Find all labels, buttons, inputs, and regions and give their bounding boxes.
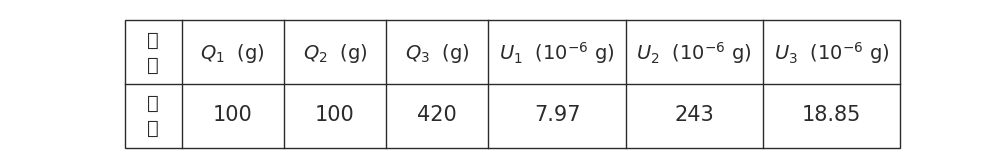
Text: $U_2$  $(10^{-6}$ g$)$: $U_2$ $(10^{-6}$ g$)$ — [636, 40, 752, 66]
Text: $U_3$  $(10^{-6}$ g$)$: $U_3$ $(10^{-6}$ g$)$ — [774, 40, 889, 66]
Text: 420: 420 — [417, 105, 457, 124]
Text: $Q_1$  (g): $Q_1$ (g) — [200, 42, 265, 65]
Text: 100: 100 — [213, 105, 253, 124]
Text: $Q_2$  (g): $Q_2$ (g) — [303, 42, 367, 65]
Text: 243: 243 — [674, 105, 714, 124]
Text: $U_1$  $(10^{-6}$ g$)$: $U_1$ $(10^{-6}$ g$)$ — [499, 40, 615, 66]
Text: 数
据: 数 据 — [147, 94, 159, 138]
Text: 18.85: 18.85 — [802, 105, 861, 124]
Text: 100: 100 — [315, 105, 355, 124]
Text: 7.97: 7.97 — [534, 105, 580, 124]
Text: $Q_3$  (g): $Q_3$ (g) — [405, 42, 470, 65]
Text: 编
号: 编 号 — [147, 31, 159, 75]
